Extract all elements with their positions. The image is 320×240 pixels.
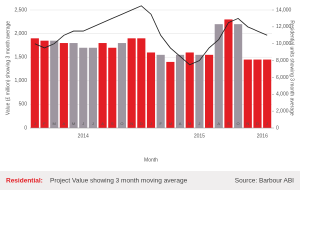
bar [79, 47, 88, 129]
x-tick-label: J [198, 121, 200, 126]
x-tick-label: A [217, 121, 220, 126]
y-tick-label: 2,000 [14, 31, 27, 37]
x-tick-label: M [169, 121, 172, 126]
bar [69, 43, 78, 128]
bar [50, 40, 59, 128]
x-tick-label: O [120, 121, 123, 126]
year-label: 2014 [78, 133, 89, 139]
x-tick-label: F [43, 121, 46, 126]
bar [59, 43, 68, 128]
footer-prefix: Residential: [6, 178, 43, 185]
bar [214, 24, 223, 128]
y-tick-label: 2,500 [14, 7, 27, 13]
y2-tick-label: 12,000 [276, 24, 292, 30]
x-tick-label: A [179, 121, 182, 126]
y2-tick-label: 10,000 [276, 41, 292, 47]
y2-tick-label: 14,000 [276, 7, 292, 13]
x-tick-label: F [159, 121, 162, 126]
chart: Value (£ million) showing 3 month averag… [0, 5, 300, 190]
y2-axis-title: Residential units showing 3 month averag… [289, 20, 295, 116]
bar [175, 54, 185, 129]
bar [166, 61, 175, 128]
y2-tick-label: 8,000 [276, 58, 289, 64]
year-label: 2016 [257, 133, 268, 139]
y-tick-label: 1,000 [14, 78, 27, 84]
bar [156, 54, 165, 129]
footer-text: Project Value showing 3 month moving ave… [50, 178, 188, 185]
bar [127, 38, 136, 128]
bar [263, 59, 272, 129]
x-tick-label: J [92, 121, 94, 126]
bar [234, 24, 243, 128]
x-tick-label: M [188, 121, 191, 126]
y-tick-label: 0 [24, 125, 27, 131]
bar [30, 38, 39, 128]
bar [243, 59, 252, 129]
bar [137, 38, 146, 128]
y2-tick-label: 4,000 [276, 92, 289, 98]
x-tick-label: J [266, 121, 268, 126]
bar [98, 43, 107, 128]
x-tick-label: J [82, 121, 84, 126]
bar [117, 43, 127, 128]
x-tick-label: O [237, 121, 240, 126]
x-tick-label: S [227, 121, 230, 126]
bar [88, 47, 97, 129]
y-tick-label: 1,500 [14, 55, 27, 61]
x-tick-label: D [140, 121, 143, 126]
x-tick-label: J [34, 121, 36, 126]
bar [224, 19, 233, 128]
bar [195, 54, 204, 129]
bar [205, 54, 214, 129]
x-tick-label: A [63, 121, 66, 126]
bar [40, 40, 49, 128]
y2-tick-label: 6,000 [276, 75, 289, 81]
x-tick-label: N [130, 121, 133, 126]
x-tick-label: M [53, 121, 56, 126]
x-tick-label: A [101, 121, 104, 126]
y-axis-title: Value (£ million) showing 3 month averag… [5, 21, 11, 115]
x-tick-label: J [208, 121, 210, 126]
y-tick-label: 500 [19, 102, 28, 108]
x-tick-label: N [246, 121, 249, 126]
year-label: 2015 [194, 133, 205, 139]
bar [185, 52, 194, 129]
footer-source: Source: Barbour ABI [235, 178, 294, 185]
x-tick-label: J [150, 121, 152, 126]
footer-band [0, 171, 300, 190]
y2-tick-label: 2,000 [276, 108, 289, 114]
x-axis-title: Month [144, 157, 158, 163]
x-tick-label: M [72, 121, 75, 126]
bar [146, 52, 156, 129]
line [34, 5, 268, 66]
x-tick-label: D [256, 121, 259, 126]
bar [108, 47, 117, 129]
bar [253, 59, 262, 129]
y2-tick-label: 0 [276, 125, 279, 131]
x-tick-label: S [111, 121, 114, 126]
